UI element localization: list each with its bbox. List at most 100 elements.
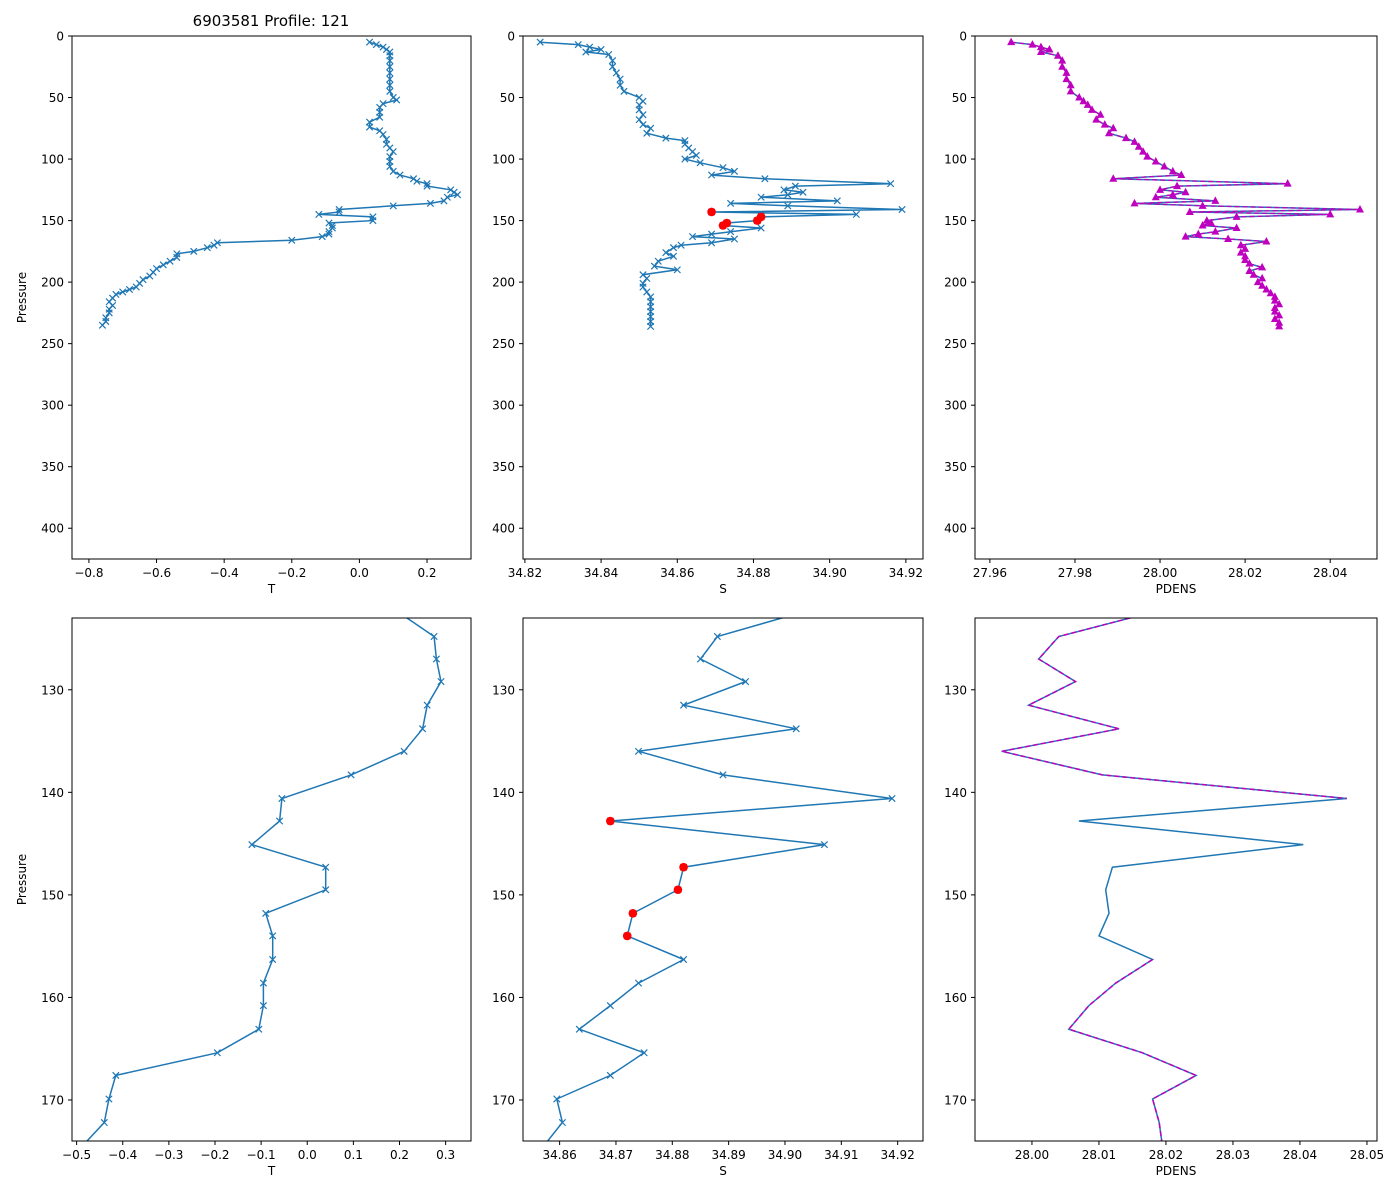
t-full-xtick-label: −0.6 [142,566,171,580]
s-full-series-line [540,41,903,327]
t-zoom-ytick-label: 130 [41,683,64,697]
s-zoom-flag-point [679,862,688,872]
pdens-full-marker [1258,262,1267,271]
t-zoom-marker [437,677,445,686]
t-full-marker [335,205,343,214]
s-zoom-marker [634,979,643,987]
t-zoom-series-line [85,618,442,1141]
pdens-full-marker [1083,100,1092,108]
pdens-full-xtick-label: 28.00 [1143,566,1177,580]
s-full-series-1 [707,207,766,230]
t-full-ytick-label: 150 [41,214,64,228]
t-full-ytick-label: 300 [41,399,64,413]
s-full-marker [833,197,841,205]
pdens-zoom-xtick-label: 28.04 [1283,1148,1317,1162]
t-zoom-marker [112,1071,120,1079]
t-zoom-marker [396,610,402,616]
pdens-full-marker [1109,123,1118,132]
t-zoom-marker [269,955,277,964]
s-zoom-xtick-label: 34.92 [880,1148,914,1162]
s-zoom-xtick-label: 34.91 [824,1148,858,1162]
s-zoom-series-0 [546,618,896,1141]
pdens-full-marker [1151,192,1160,201]
s-full-marker [707,171,716,179]
t-full-marker [386,75,394,83]
s-full-marker [643,129,651,137]
s-full-marker [898,205,906,214]
t-zoom-xtick-label: 0.2 [390,1148,409,1162]
t-full-ytick-label: 400 [41,522,64,536]
s-zoom-xtick-label: 34.87 [599,1148,633,1162]
t-full-marker [450,188,458,196]
s-full-flag-point [707,207,716,217]
pdens-full-marker [1058,56,1067,64]
t-zoom-xtick-label: 0.0 [298,1148,317,1162]
pdens-full-marker [1053,51,1062,59]
s-full-flag-point [752,216,762,225]
t-full-marker [318,232,326,241]
t-full-marker [423,182,431,190]
s-full-marker [612,69,620,77]
t-zoom-axes-frame [71,617,472,1142]
t-full-panel: −0.8 −0.6 −0.4 −0.2 0.0 0.2 0 50 100 150 200 250 300… [15,30,472,596]
s-full-marker [780,186,788,194]
pdens-zoom-ytick-label: 140 [944,786,967,800]
t-full-marker [190,247,198,255]
t-zoom-xtick-label: −0.5 [62,1148,91,1162]
s-full-marker [784,202,792,210]
s-full-marker [669,252,678,260]
s-full-marker [662,248,670,257]
s-zoom-series-1 [606,816,688,941]
s-zoom-ytick-label: 160 [492,991,515,1005]
s-full-marker [620,87,628,96]
s-full-marker [635,116,643,124]
pdens-full-marker [1173,181,1182,190]
pdens-full-marker [1168,190,1177,198]
t-full-marker [379,130,387,139]
s-full-marker [669,244,678,252]
s-zoom-panel: 34.86 34.87 34.88 34.89 34.90 34.91 34.92 130 14… [492,617,924,1178]
s-full-ytick-label: 200 [492,276,515,290]
s-full-marker [646,322,655,331]
pdens-full-marker [1028,40,1037,48]
pdens-zoom-series-2 [1067,958,1198,1141]
s-full-marker [646,124,655,132]
t-full-marker [389,202,397,210]
t-full-marker [376,113,384,121]
s-full-marker [639,120,647,129]
t-full-marker [426,199,435,207]
t-full-marker [386,69,394,77]
s-full-marker [608,56,617,65]
s-full-xtick-label: 34.84 [584,566,618,580]
pdens-full-panel: 27.96 27.98 28.00 28.02 28.04 0 50 100 150 200 250… [944,30,1378,596]
s-full-marker [639,111,647,119]
s-full-marker [692,151,700,159]
pdens-zoom-xtick-label: 28.01 [1082,1148,1116,1162]
t-zoom-series-0 [85,610,445,1141]
t-full-marker [453,191,462,199]
t-full-marker [389,93,397,102]
pdens-full-ytick-label: 150 [944,214,967,228]
t-full-axes-frame [71,35,472,560]
t-zoom-xtick-label: −0.1 [247,1148,276,1162]
s-full-marker [726,228,735,236]
t-full-marker [210,241,218,249]
s-full-ytick-label: 0 [507,30,515,44]
pdens-zoom-ytick-label: 150 [944,888,967,902]
t-full-series-0 [98,38,462,329]
t-zoom-ytick-label: 160 [41,991,64,1005]
s-full-marker [799,188,807,196]
s-zoom-ytick-label: 150 [492,888,515,902]
s-full-xtick-label: 34.86 [660,566,694,580]
s-zoom-flag-point [628,909,638,918]
s-full-marker [616,81,624,89]
s-full-marker [726,199,735,207]
pdens-full-ytick-label: 350 [944,460,967,474]
s-full-marker [605,50,613,59]
pdens-full-ytick-label: 100 [944,153,967,167]
pdens-zoom-xtick-label: 28.05 [1350,1148,1384,1162]
pdens-full-marker [1232,223,1241,231]
t-full-marker [386,56,394,65]
t-zoom-marker [213,1049,221,1057]
s-full-flag-point [718,221,728,230]
